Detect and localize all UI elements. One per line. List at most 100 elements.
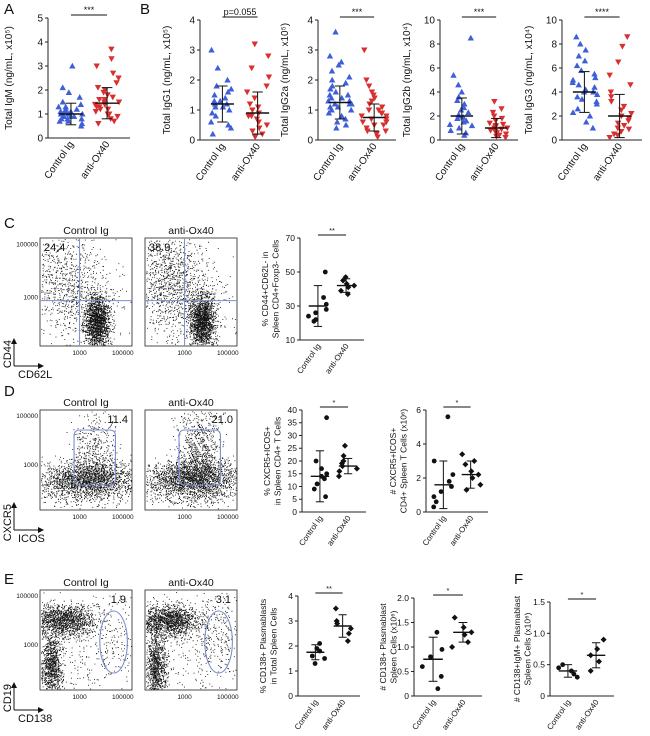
axis-arrowhead [38,363,44,369]
data-point [502,135,509,141]
data-point [335,473,342,480]
data-point [363,77,370,84]
data-point [251,134,259,141]
data-point [465,109,472,115]
y-tick-label: 6 [429,64,435,75]
data-point [340,458,347,464]
data-point [419,664,425,669]
data-point [313,310,319,316]
data-point [445,414,451,420]
x-category-label: anti-Ox40 [229,141,263,183]
x-category-label: Control Ig [433,141,467,183]
chart-d-summary-1: 0 5 10 15 20 25 30 35 40 % CXCR5+ICOS+ in Spleen C… [262,398,366,548]
y-tick-label: 3 [189,46,195,57]
data-point [323,494,328,500]
chart-e-summary-1: 0 1 2 3 4 % CD138+ Plasmablasts in Total Splee… [258,584,360,732]
data-point [248,65,255,72]
data-point [575,52,583,59]
data-point [212,103,219,110]
x-category-label: anti-Ox40 [346,141,380,183]
panel-label-f: F [514,571,523,588]
significance-label: **** [595,7,610,17]
flow-events [146,592,237,690]
x-tick-label: 1000 [72,514,87,521]
data-point [213,82,220,89]
y-tick-label: 4 [307,16,313,27]
y-tick-label: 1.0 [533,628,545,638]
y-axis-label: Total IgG3 (ng/mL, x10⁴) [524,26,535,135]
data-point [333,618,340,624]
flow-plot-title: Control Ig [63,225,109,237]
data-point [321,295,326,300]
data-point [627,82,634,88]
data-point [323,307,329,312]
flow-events [41,239,132,346]
data-point [224,88,232,95]
data-point [219,103,227,110]
flow-c: Control Ig 24.4 1000 100000 1000 100000 anti-O… [2,225,239,381]
significance-label: * [456,398,459,407]
y-axis-label: Spleen Cells (x10⁶) [523,612,533,685]
data-point [57,108,64,115]
gate-percent: 11.4 [107,414,128,426]
data-point [306,313,311,319]
data-point [593,91,601,97]
data-point [324,415,330,421]
chart-b4: 0 2 4 6 8 10 Total IgG3 (ng/mL, x10⁴) Control I… [524,7,642,183]
significance-label: ** [326,584,332,593]
y-tick-label: 40 [288,405,298,415]
y-axis-label: % CD44+CD62L- in [260,251,270,326]
chart-e-summary-2: 0 0.5 1.0 1.5 2.0 # CD138+ Plasmablast Spleen … [378,586,482,732]
data-point [382,128,389,135]
y-tick-label: 2 [288,641,293,651]
data-point [342,115,349,122]
data-point [327,85,334,92]
y-axis-label: # CXCR5+ICOS+ [388,428,398,495]
y-tick-label: 10 [546,16,558,27]
x-tick-label: 1000 [72,350,87,357]
y-tick-label: 0.5 [533,660,545,670]
data-point [214,64,221,71]
data-point [486,120,493,127]
data-point [325,109,333,116]
y-tick-label: 0 [189,136,195,147]
data-point [451,614,458,621]
significance-label: ** [329,226,335,235]
y-tick-label: 0 [307,136,313,147]
y-tick-label: 3 [288,616,293,626]
data-point [364,128,371,135]
data-point [574,93,581,100]
x-tick-label: 100000 [217,350,239,357]
data-point [439,647,445,652]
y-axis-label: in Total Spleen Cells [269,608,279,685]
data-point [64,115,71,122]
data-point [378,104,386,111]
data-point [96,104,103,110]
x-category-label: anti-Ox40 [591,141,625,183]
data-point [209,130,217,137]
data-point [92,109,100,115]
y-tick-label: 3 [307,46,313,57]
data-point [312,661,318,666]
gate-percent: 24.4 [44,242,65,254]
y-tick-label: 10 [286,335,296,345]
gate-percent: 21.0 [212,414,233,426]
data-point [581,57,589,64]
data-point [502,131,510,138]
y-tick-label: 2 [416,473,421,483]
data-point [108,56,115,62]
data-point [105,111,113,118]
x-axis-label: CD62L [18,369,52,381]
data-point [328,106,335,113]
data-point [461,100,468,107]
data-point [76,94,83,100]
data-point [365,83,373,90]
data-point [431,458,437,464]
y-tick-label: 2 [189,76,195,87]
data-point [78,120,86,127]
data-point [577,40,584,47]
y-tick-label: 0.5 [397,666,409,676]
y-tick-label: 100000 [16,241,38,248]
data-point [227,85,235,92]
data-point [438,674,444,679]
